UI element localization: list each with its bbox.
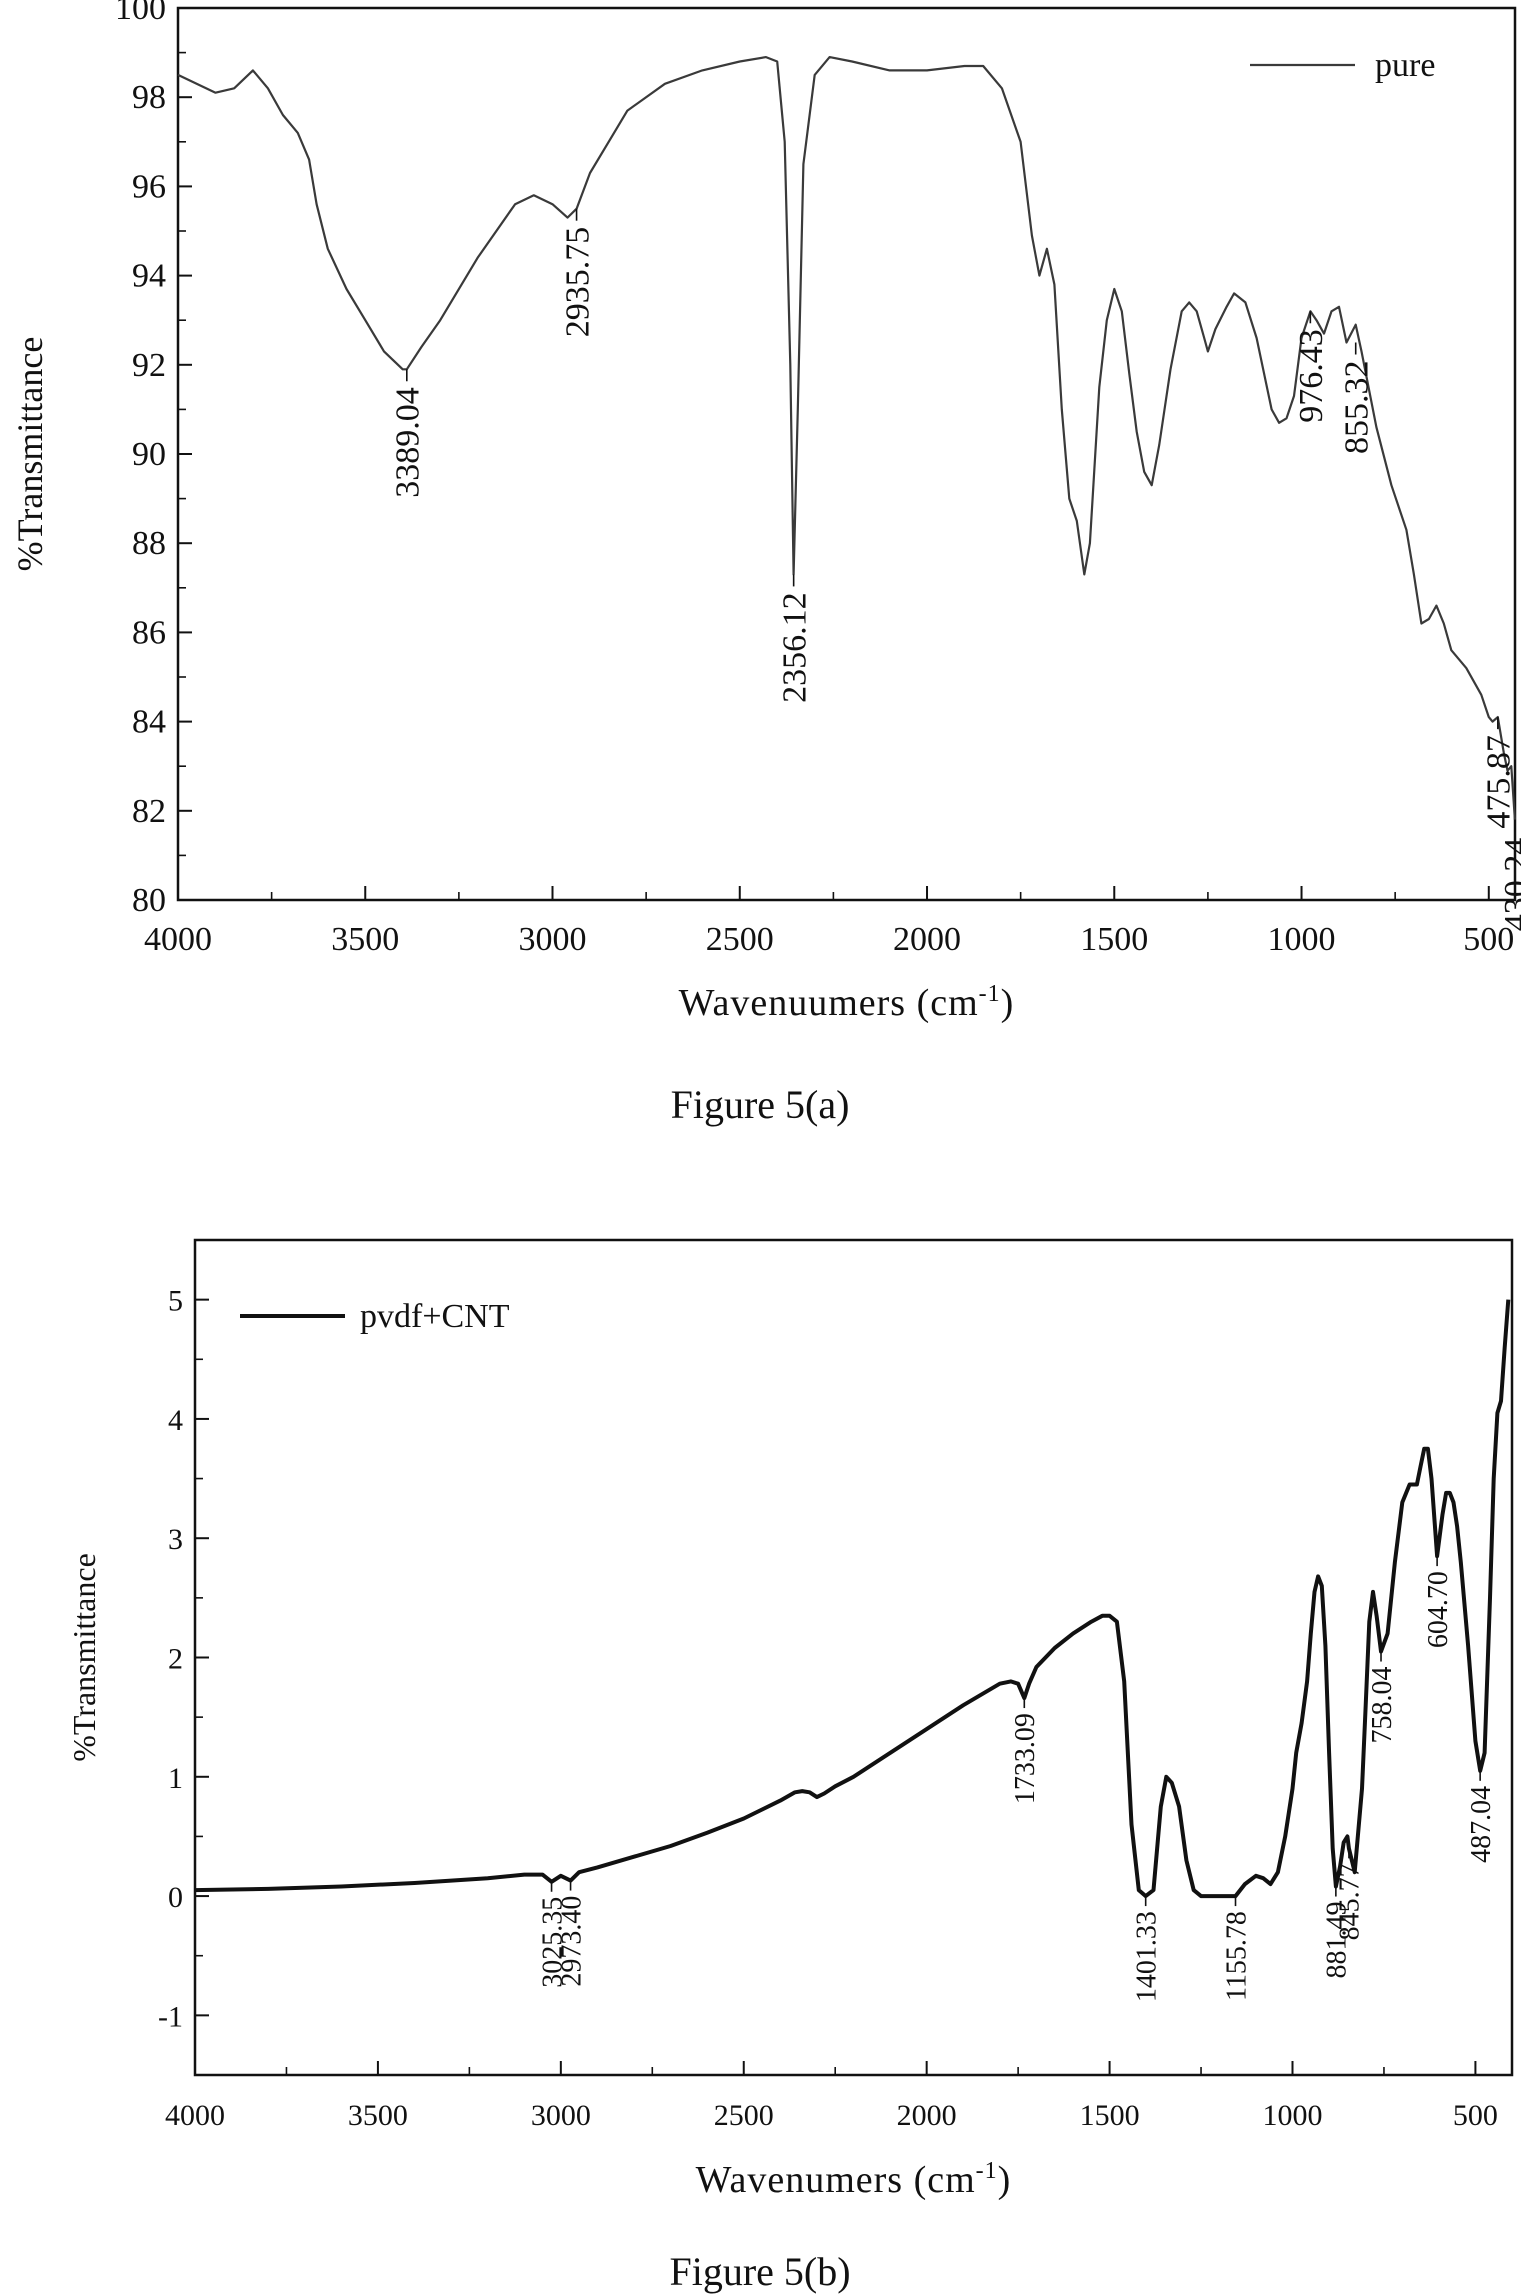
chart-panel-a: 4000 3500 3000 2500 2000 1500 1000 500 80 82 84 86 8… bbox=[10, 0, 1521, 1127]
x-tick-label: 2000 bbox=[897, 2099, 957, 2132]
x-axis-label-close: ) bbox=[1001, 982, 1015, 1024]
chart-panel-b: 4000 3500 3000 2500 2000 1500 1000 500 -1 0 1 2 3 4 5 W… bbox=[66, 1238, 1514, 2294]
y-tick-label: 86 bbox=[132, 614, 166, 651]
peak-label: 758.04 bbox=[1367, 1667, 1398, 1744]
y-tick-label: 3 bbox=[168, 1523, 183, 1556]
y-tick-label: 98 bbox=[132, 79, 166, 116]
x-tick-label: 3000 bbox=[531, 2099, 591, 2132]
y-tick-label: 1 bbox=[168, 1762, 183, 1795]
peak-label: 881.49 bbox=[1322, 1902, 1353, 1979]
x-tick-label: 4000 bbox=[144, 921, 212, 958]
x-tick-label: 3000 bbox=[519, 921, 587, 958]
x-tick-label: 1500 bbox=[1080, 2099, 1140, 2132]
peak-label: 2356.12 bbox=[777, 592, 814, 703]
x-axis-label-superscript: -1 bbox=[979, 981, 1001, 1007]
peak-label: 1401.33 bbox=[1131, 1911, 1162, 2002]
x-axis-label-superscript: -1 bbox=[976, 2158, 998, 2184]
y-tick-label: 100 bbox=[115, 0, 166, 27]
x-tick-label: 4000 bbox=[165, 2099, 225, 2132]
series-line-pvdf+CNT bbox=[194, 1299, 1511, 1899]
x-axis-label: Wavenumers (cm-1) bbox=[696, 2158, 1012, 2201]
legend-label: pvdf+CNT bbox=[360, 1298, 510, 1335]
x-axis-label-text: Wavenumers (cm bbox=[696, 2159, 976, 2201]
x-axis-label-close: ) bbox=[998, 2159, 1012, 2201]
y-tick-label: 0 bbox=[168, 1881, 183, 1914]
peak-label: 2973.40 bbox=[556, 1896, 587, 1987]
figure-caption: Figure 5(b) bbox=[669, 2249, 850, 2294]
x-tick-label: 2000 bbox=[893, 921, 961, 958]
x-tick-label: 500 bbox=[1453, 2099, 1498, 2132]
plot-frame-b bbox=[193, 1238, 1514, 2077]
x-tick-label: 1000 bbox=[1268, 921, 1336, 958]
y-tick-label: 2 bbox=[168, 1643, 183, 1676]
x-tick-label: 500 bbox=[1463, 921, 1514, 958]
peak-label: 604.70 bbox=[1423, 1571, 1454, 1648]
peak-label: 475.87 bbox=[1481, 735, 1518, 829]
y-tick-label: 94 bbox=[132, 258, 166, 295]
figure-caption: Figure 5(a) bbox=[671, 1082, 850, 1127]
peak-label: 845.77 bbox=[1335, 1863, 1366, 1940]
y-tick-label: 84 bbox=[132, 704, 166, 741]
y-tick-label: 80 bbox=[132, 882, 166, 919]
x-tick-label: 3500 bbox=[348, 2099, 408, 2132]
x-tick-label: 2500 bbox=[714, 2099, 774, 2132]
peak-label: 976.43 bbox=[1293, 329, 1330, 423]
y-tick-label: -1 bbox=[158, 2000, 183, 2033]
peak-label: 3389.04 bbox=[390, 387, 427, 498]
y-axis-label: %Transmittance bbox=[66, 1553, 102, 1762]
x-tick-label: 1000 bbox=[1263, 2099, 1323, 2132]
peak-label: 855.32 bbox=[1339, 361, 1376, 455]
y-tick-label: 92 bbox=[132, 347, 166, 384]
x-tick-label: 3500 bbox=[331, 921, 399, 958]
x-axis-label-text: Wavenuumers (cm bbox=[679, 982, 979, 1024]
peak-label: 487.04 bbox=[1466, 1786, 1497, 1863]
y-tick-label: 90 bbox=[132, 436, 166, 473]
y-tick-label: 4 bbox=[168, 1404, 183, 1437]
peak-label: 1733.09 bbox=[1010, 1713, 1041, 1804]
x-tick-label: 1500 bbox=[1080, 921, 1148, 958]
peak-label: 1155.78 bbox=[1221, 1911, 1252, 2001]
x-axis-label: Wavenuumers (cm-1) bbox=[679, 981, 1015, 1024]
legend-label: pure bbox=[1375, 47, 1435, 84]
y-axis-label: %Transmittance bbox=[10, 337, 50, 572]
y-tick-label: 96 bbox=[132, 168, 166, 205]
peak-label: 2935.75 bbox=[559, 227, 596, 338]
y-tick-label: 88 bbox=[132, 525, 166, 562]
y-tick-label: 82 bbox=[132, 793, 166, 830]
x-tick-label: 2500 bbox=[706, 921, 774, 958]
series-line-pure bbox=[177, 56, 1516, 820]
y-tick-label: 5 bbox=[168, 1285, 183, 1318]
peak-label: 3025.35 bbox=[537, 1897, 568, 1988]
plot-frame-a bbox=[176, 6, 1517, 902]
peak-label: 430.24 bbox=[1498, 838, 1521, 932]
